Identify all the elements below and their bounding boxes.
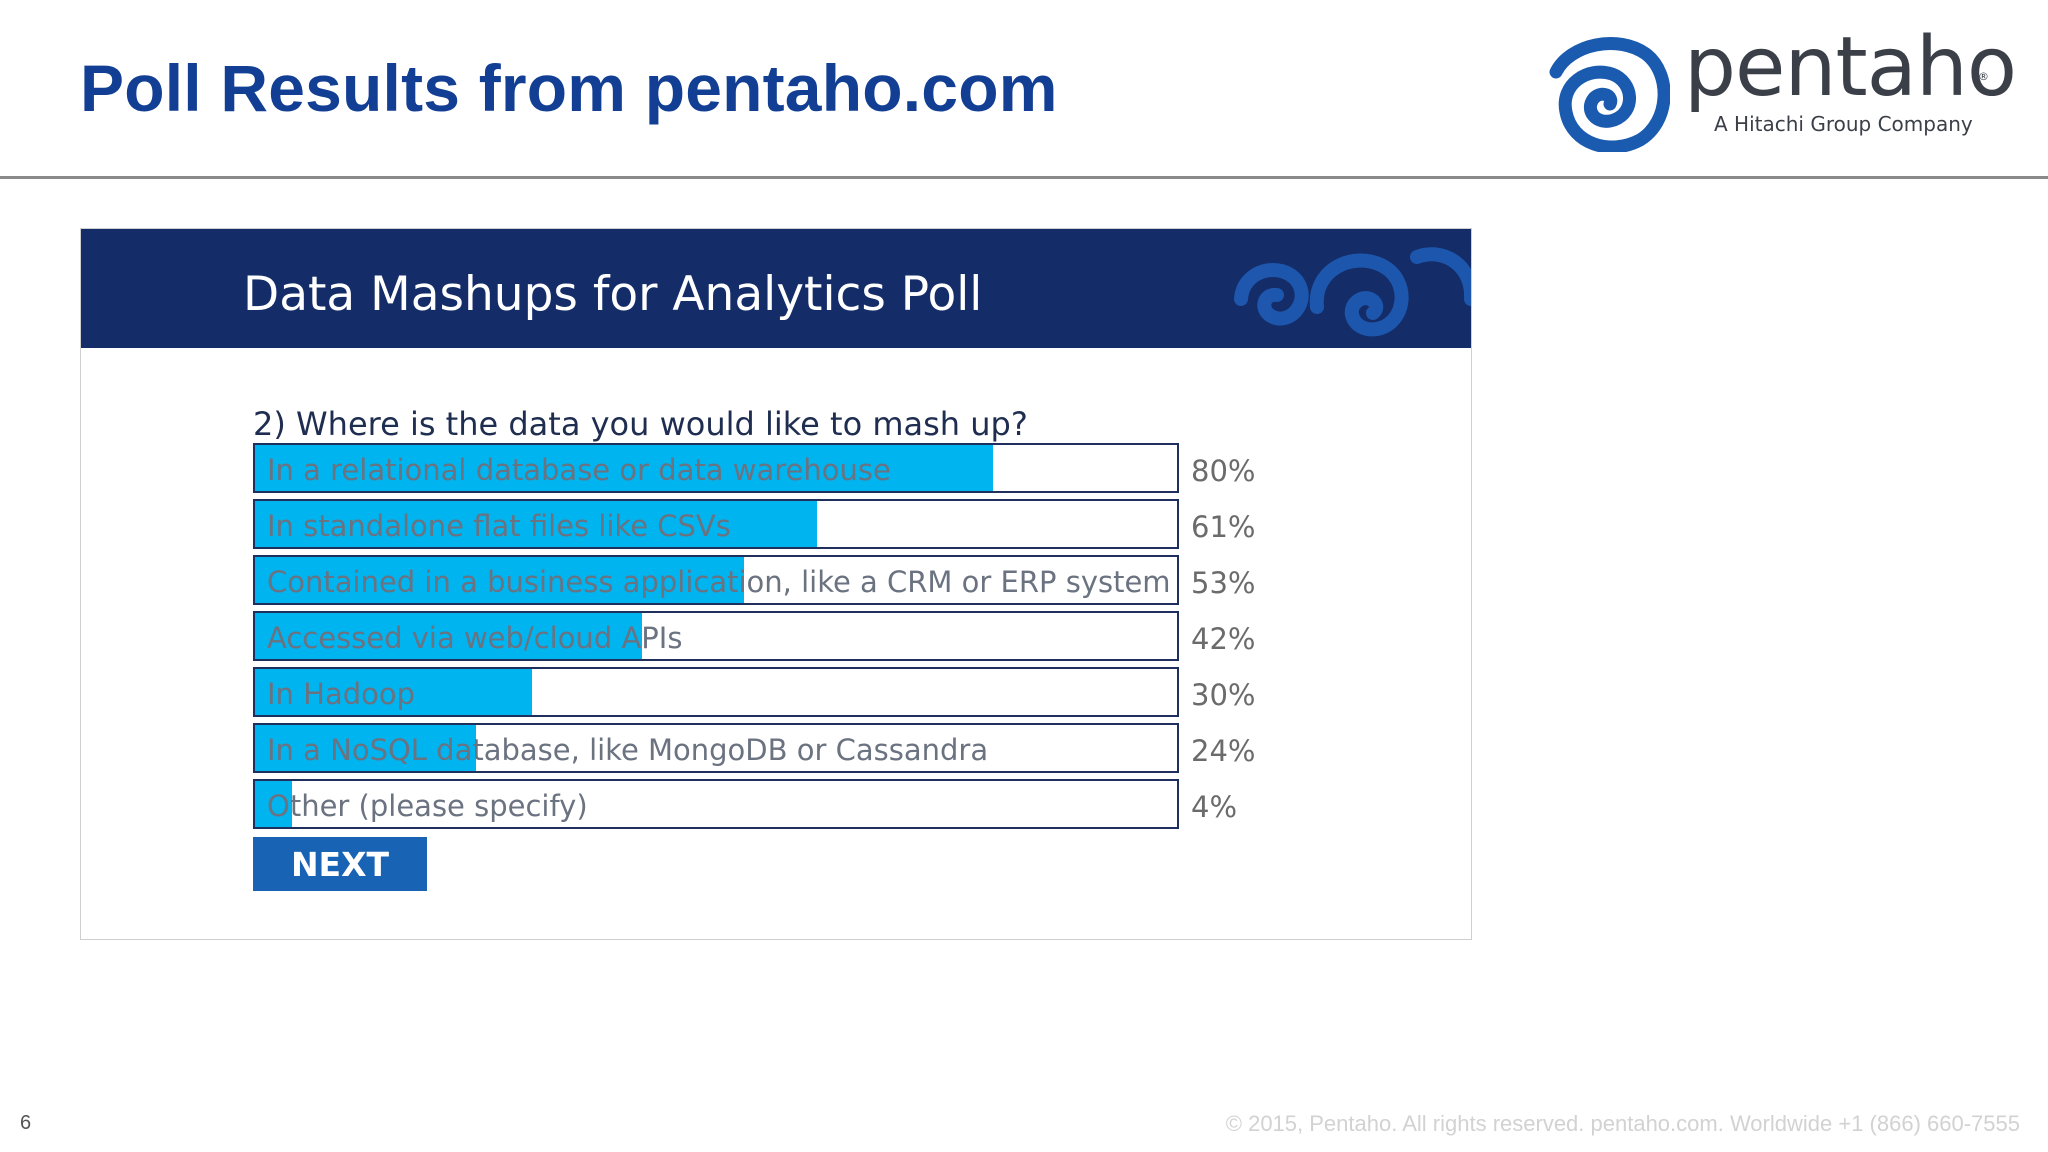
option-label: In a relational database or data warehou… <box>267 453 891 487</box>
option-label: Contained in a business application, lik… <box>267 565 1171 599</box>
option-label: In Hadoop <box>267 677 416 711</box>
option-percent: 80% <box>1191 454 1256 488</box>
poll-option[interactable]: Accessed via web/cloud APIs <box>253 611 1179 661</box>
option-result-bar <box>255 445 993 491</box>
option-result-bar <box>255 501 818 547</box>
pentaho-swirl-icon <box>1549 37 1670 152</box>
option-percent: 61% <box>1191 510 1256 544</box>
option-label: Accessed via web/cloud APIs <box>267 621 683 655</box>
poll-option[interactable]: In standalone flat files like CSVs <box>253 499 1179 549</box>
page-number: 6 <box>20 1112 32 1134</box>
option-label: In a NoSQL database, like MongoDB or Cas… <box>267 733 989 767</box>
footer-copyright: © 2015, Pentaho. All rights reserved. pe… <box>1225 1111 2020 1136</box>
next-button[interactable]: NEXT <box>253 837 427 891</box>
logo-wordmark: pentaho <box>1684 20 2017 115</box>
poll-header-title: Data Mashups for Analytics Poll <box>243 267 983 322</box>
option-result-bar <box>255 725 477 771</box>
option-result-bar <box>255 781 292 827</box>
poll-option[interactable]: Other (please specify) <box>253 779 1179 829</box>
slide-title: Poll Results from pentaho.com <box>80 51 1058 125</box>
poll-option[interactable]: In Hadoop <box>253 667 1179 717</box>
poll-question: 2) Where is the data you would like to m… <box>253 405 1028 443</box>
option-percent: 30% <box>1191 678 1256 712</box>
option-result-bar <box>255 557 744 603</box>
option-percent: 4% <box>1191 790 1238 824</box>
poll-option[interactable]: In a NoSQL database, like MongoDB or Cas… <box>253 723 1179 773</box>
option-result-bar <box>255 669 532 715</box>
poll-screenshot: Data Mashups for Analytics Poll 2) Where… <box>80 228 1472 940</box>
option-percent: 24% <box>1191 734 1256 768</box>
poll-header: Data Mashups for Analytics Poll <box>81 229 1471 348</box>
swirl-decoration-icon <box>1234 247 1471 337</box>
option-percent: 53% <box>1191 566 1256 600</box>
poll-option[interactable]: In a relational database or data warehou… <box>253 443 1179 493</box>
title-divider <box>0 176 2048 179</box>
logo-tagline: A Hitachi Group Company <box>1714 112 1973 136</box>
option-label: In standalone flat files like CSVs <box>267 509 731 543</box>
pentaho-logo: pentaho ® A Hitachi Group Company <box>1548 20 2017 154</box>
option-result-bar <box>255 613 643 659</box>
logo-registered-mark: ® <box>1978 70 1989 83</box>
option-percent: 42% <box>1191 622 1256 656</box>
option-label: Other (please specify) <box>267 789 588 823</box>
poll-option[interactable]: Contained in a business application, lik… <box>253 555 1179 605</box>
